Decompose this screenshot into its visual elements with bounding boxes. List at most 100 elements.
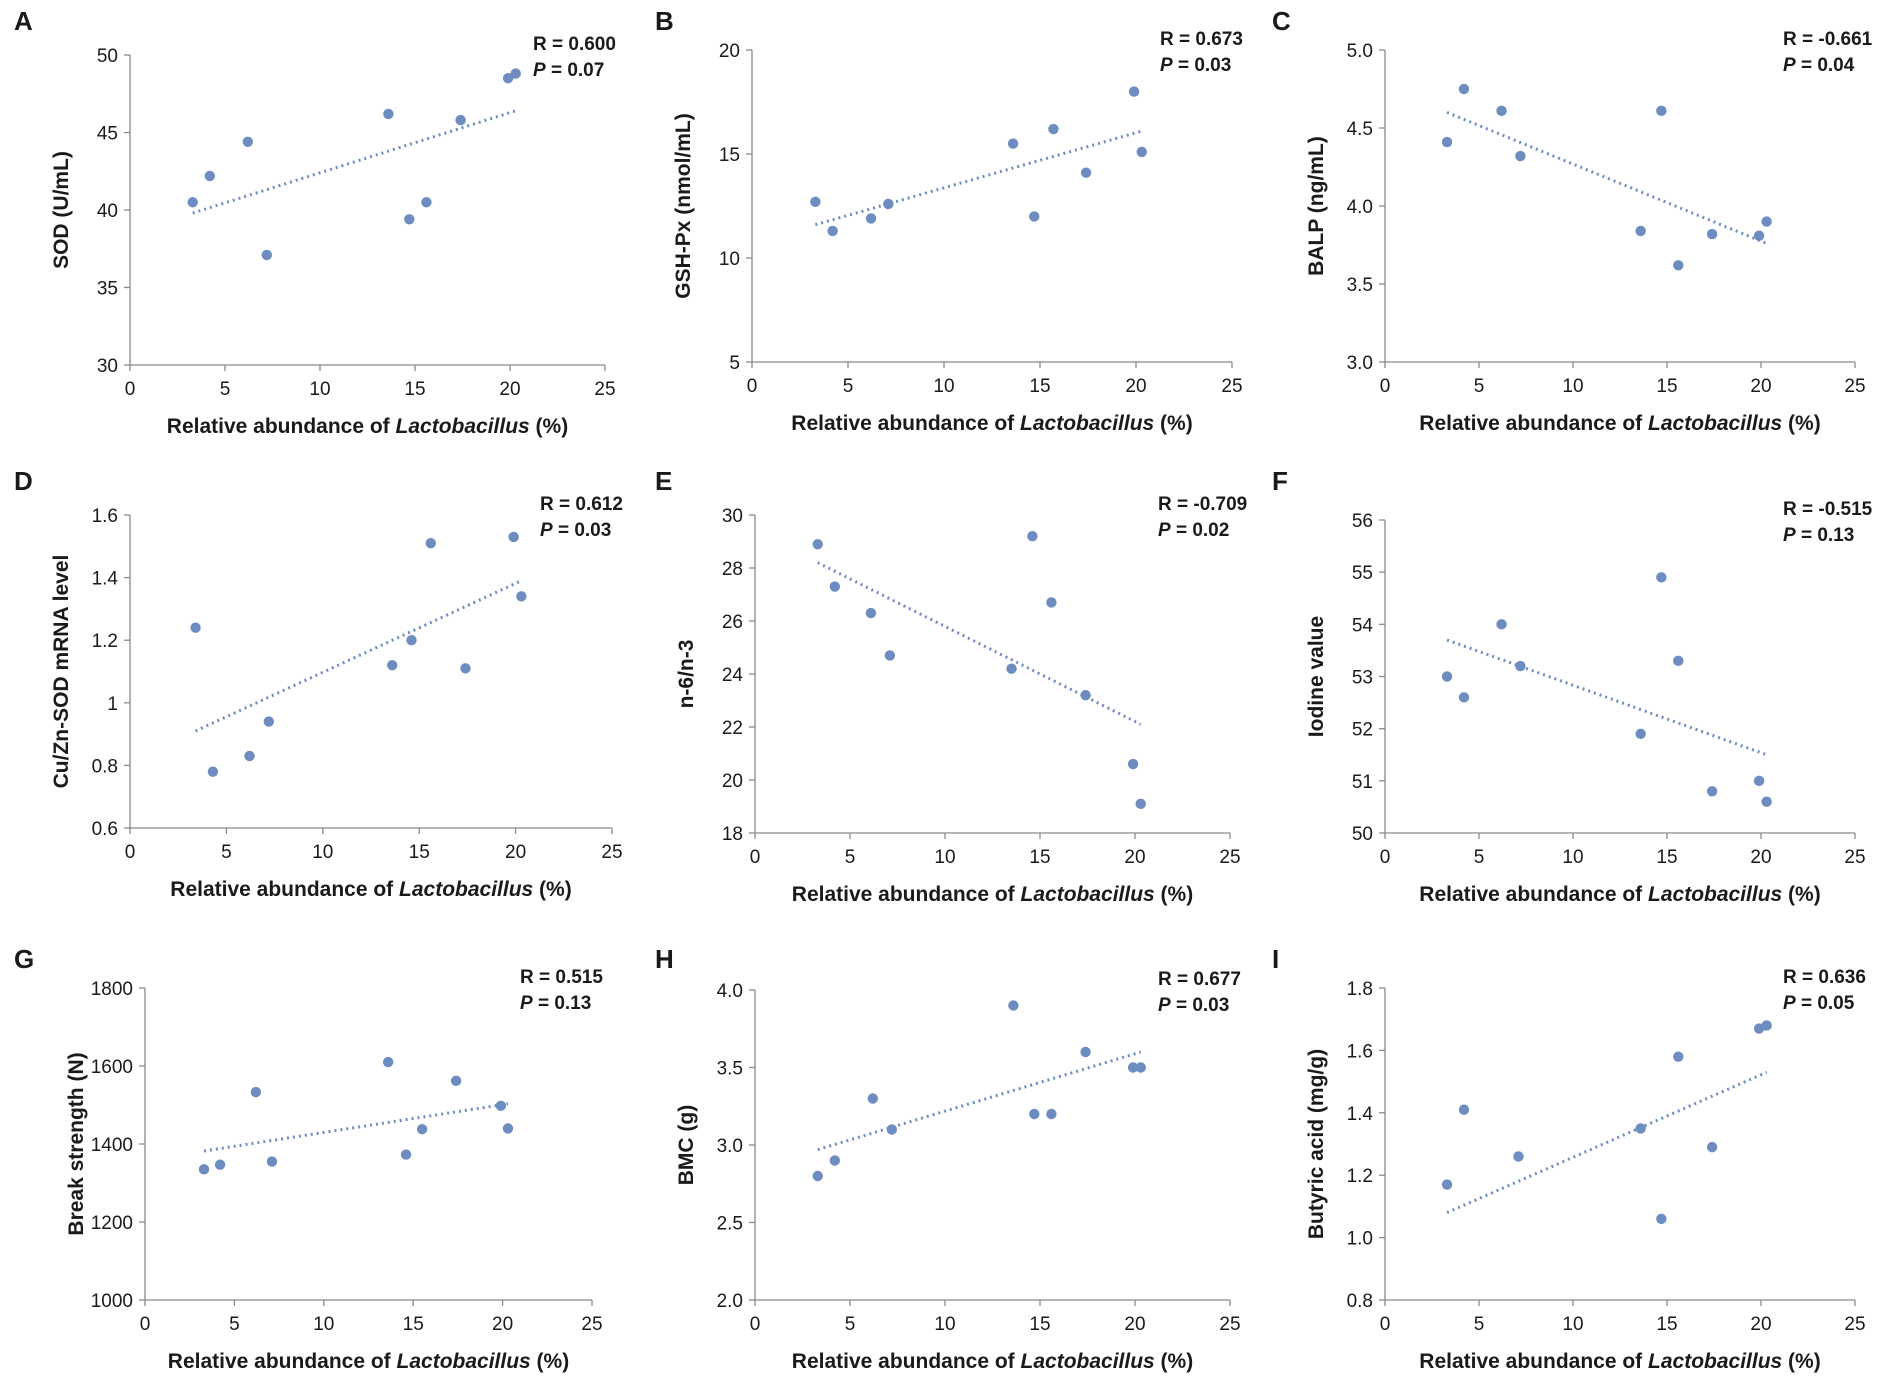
data-point (1458, 1104, 1470, 1115)
data-point (242, 136, 253, 147)
data-point (1029, 211, 1040, 222)
x-axis-title-genus: Lactobacillus (1648, 1350, 1782, 1373)
x-tick-label: 0 (1380, 847, 1391, 868)
data-point (1008, 1000, 1019, 1011)
data-point (198, 1164, 210, 1175)
y-tick-label: 40 (97, 201, 118, 222)
data-point (455, 114, 466, 126)
x-tick-label: 20 (499, 379, 520, 400)
data-point (1513, 1151, 1524, 1162)
y-axis-title: Iodine value (1305, 616, 1328, 737)
data-point (865, 213, 877, 224)
x-axis-title-text: Relative abundance of (791, 412, 1020, 435)
p-value: = 0.04 (1796, 55, 1855, 76)
y-axis-title: n-6/n-3 (675, 640, 698, 709)
p-symbol: P (1783, 525, 1796, 546)
p-value-label: P = 0.07 (533, 60, 604, 81)
data-point (1706, 786, 1718, 797)
x-axis-title: Relative abundance of Lactobacillus (%) (1419, 1350, 1820, 1373)
y-tick-label: 1.6 (1347, 1041, 1373, 1062)
data-point (204, 170, 215, 182)
x-axis-title-text: Relative abundance of (792, 883, 1021, 906)
x-axis-title-genus: Lactobacillus (396, 415, 530, 438)
data-point (1027, 531, 1038, 542)
data-point (1007, 138, 1019, 149)
data-point (1673, 1051, 1684, 1062)
y-tick-label: 24 (722, 665, 744, 686)
r-value-label: R = -0.515 (1783, 499, 1873, 520)
p-symbol: P (1783, 55, 1796, 76)
data-point (1048, 123, 1059, 135)
data-point (1656, 105, 1667, 117)
y-tick-label: 5 (729, 353, 740, 374)
y-tick-label: 26 (722, 612, 743, 633)
data-point (1761, 216, 1772, 227)
panel-letter: E (655, 466, 672, 496)
panel-d: D 0 5 10 15 20 25 0.6 0.8 1 1.2 1.4 1.6 Relative abun… (14, 466, 623, 901)
data-point (516, 591, 527, 602)
x-tick-label: 15 (1656, 847, 1677, 868)
y-tick-label: 5.0 (1347, 41, 1373, 62)
y-tick-label: 0.6 (92, 819, 118, 840)
x-tick-label: 0 (747, 376, 758, 397)
y-tick-label: 1600 (91, 1057, 133, 1078)
panel-i: I 0 5 10 15 20 25 0.8 1.0 1.2 1.4 1.6 1.8 Relative ab… (1272, 944, 1866, 1373)
x-axis-title-genus: Lactobacillus (397, 1350, 531, 1373)
data-point (250, 1086, 262, 1098)
x-tick-label: 5 (229, 1314, 240, 1335)
p-value-label: P = 0.03 (540, 520, 611, 541)
trend-line (814, 129, 1143, 227)
y-axis-title: SOD (U/mL) (50, 151, 73, 269)
data-point (244, 750, 255, 762)
x-axis-title-unit: (%) (531, 1350, 570, 1373)
y-tick-label: 35 (97, 279, 118, 300)
y-tick-label: 1.8 (1347, 979, 1373, 1000)
x-axis-title-unit: (%) (1782, 883, 1821, 906)
data-point (406, 635, 417, 646)
y-tick-label: 53 (1352, 668, 1373, 689)
x-tick-label: 15 (404, 379, 425, 400)
x-tick-label: 10 (309, 379, 330, 400)
data-point (266, 1156, 278, 1167)
data-point (502, 73, 514, 84)
x-tick-label: 25 (1844, 847, 1865, 868)
y-axis-title: BMC (g) (675, 1105, 698, 1185)
x-axis-title-text: Relative abundance of (792, 1350, 1021, 1373)
data-point (510, 68, 521, 79)
r-value-label: R = 0.515 (520, 967, 603, 988)
data-point (1441, 136, 1453, 148)
x-tick-label: 0 (125, 842, 136, 863)
data-point (502, 1123, 514, 1134)
x-tick-label: 20 (1750, 847, 1771, 868)
data-point (383, 108, 394, 120)
x-tick-label: 25 (1844, 1314, 1865, 1335)
data-point (1673, 655, 1684, 667)
data-point (1080, 167, 1092, 178)
y-axis-title: Break strength (N) (65, 1052, 88, 1235)
x-tick-label: 5 (1474, 1314, 1485, 1335)
x-tick-label: 15 (1029, 376, 1050, 397)
data-point (187, 197, 198, 208)
y-tick-label: 1.2 (92, 631, 118, 652)
data-point (1496, 619, 1507, 630)
y-tick-label: 28 (722, 559, 743, 580)
data-point (416, 1123, 428, 1135)
x-axis-title-text: Relative abundance of (1419, 412, 1648, 435)
p-value: = 0.07 (546, 60, 605, 81)
data-point (865, 607, 877, 619)
p-symbol: P (533, 60, 546, 81)
data-point (812, 1170, 823, 1182)
x-tick-label: 25 (1221, 376, 1242, 397)
data-point (207, 766, 219, 777)
r-value-label: R = 0.636 (1783, 967, 1866, 988)
data-point (425, 537, 436, 549)
data-point (1441, 1179, 1453, 1190)
data-point (1706, 228, 1718, 240)
x-tick-label: 25 (1219, 847, 1240, 868)
x-tick-label: 15 (1029, 847, 1050, 868)
data-point (829, 1155, 840, 1166)
y-tick-label: 3.0 (1347, 353, 1373, 374)
x-tick-label: 10 (313, 1314, 334, 1335)
p-symbol: P (1158, 520, 1171, 541)
